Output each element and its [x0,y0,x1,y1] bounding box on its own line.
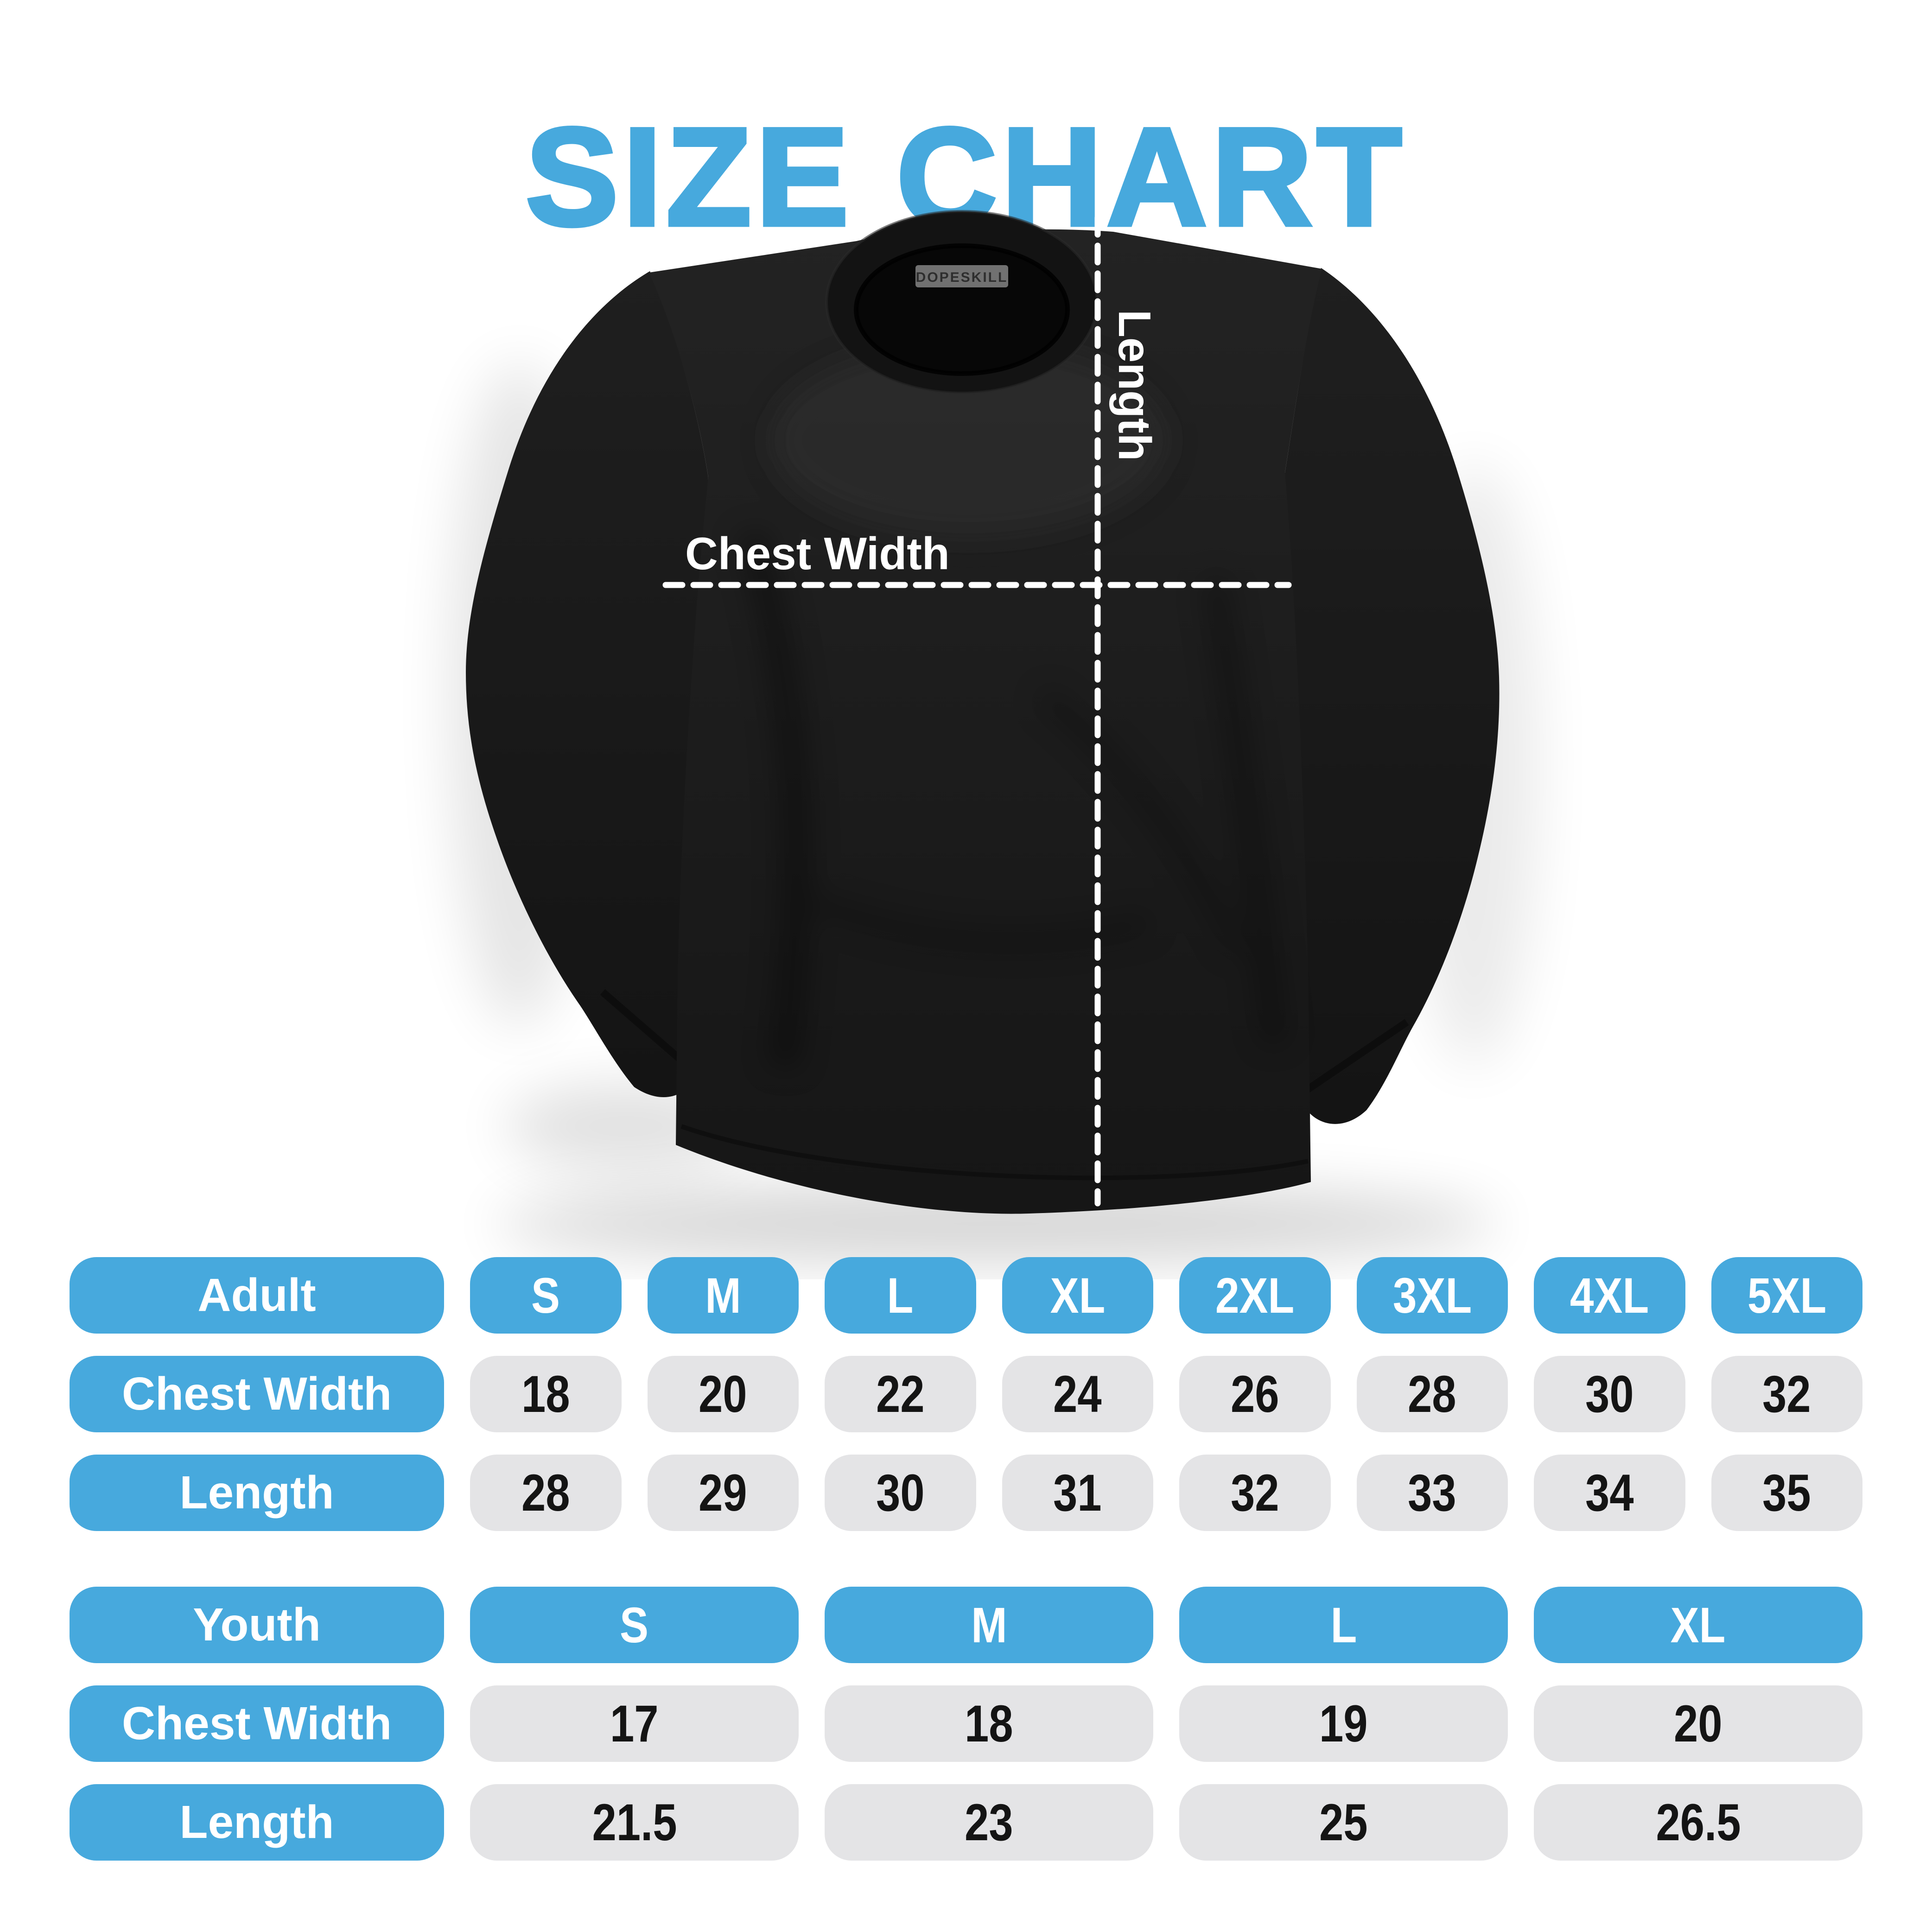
value-cell: 28 [521,1464,570,1522]
shirt-graphic: DOPESKILL Chest Width Length [450,210,1539,1263]
adult-size-table: Adult S M L XL 2XL 3XL 4XL 5XL Chest Wid… [70,1257,1862,1531]
value-cell: 31 [1053,1464,1102,1522]
value-cell: 35 [1762,1464,1811,1522]
adult-length-4xl: 34 [1534,1455,1685,1531]
youth-length-row-label: Length [70,1784,444,1861]
value-cell: 18 [521,1365,570,1423]
youth-length-s: 21.5 [470,1784,799,1861]
youth-chest-width-s: 17 [470,1685,799,1762]
adult-chest-width-l: 22 [825,1356,976,1432]
value-cell: 22 [876,1365,925,1423]
adult-col-s: S [470,1257,622,1334]
value-cell: 20 [699,1365,748,1423]
value-cell: 21.5 [591,1793,677,1851]
collar: DOPESKILL [825,210,1099,394]
youth-length-l: 25 [1179,1784,1508,1861]
adult-chest-width-3xl: 28 [1356,1356,1508,1432]
adult-length-5xl: 35 [1711,1455,1862,1531]
value-cell: 33 [1408,1464,1457,1522]
adult-col-2xl: 2XL [1179,1257,1331,1334]
value-cell: 17 [610,1695,659,1753]
adult-length-3xl: 33 [1356,1455,1508,1531]
adult-length-m: 29 [647,1455,799,1531]
right-cuff-seam [1293,1019,1409,1101]
youth-col-l-label: L [1330,1597,1357,1653]
adult-col-xl-label: XL [1050,1267,1106,1323]
youth-col-m: M [825,1587,1153,1663]
adult-length-s: 28 [470,1455,622,1531]
youth-size-table: Youth S M L XL Chest Width 17 18 19 20 L… [70,1587,1862,1861]
value-cell: 32 [1762,1365,1811,1423]
adult-col-l-label: L [887,1267,914,1323]
youth-chest-width-l: 19 [1179,1685,1508,1762]
value-cell: 28 [1408,1365,1457,1423]
adult-col-m-label: M [705,1267,741,1323]
adult-col-m: M [647,1257,799,1334]
youth-chest-width-row-label: Chest Width [70,1685,444,1762]
youth-length-m: 23 [825,1784,1153,1861]
brand-label-tag [915,265,1008,287]
youth-col-s: S [470,1587,799,1663]
youth-chest-width-xl: 20 [1534,1685,1862,1762]
value-cell: 26.5 [1655,1793,1741,1851]
chest-width-measure-label: Chest Width [685,528,950,579]
adult-row-header: Adult [70,1257,444,1334]
adult-col-xl: XL [1002,1257,1153,1334]
youth-col-xl-label: XL [1671,1597,1726,1653]
adult-chest-width-xl: 24 [1002,1356,1153,1432]
youth-col-xl: XL [1534,1587,1862,1663]
adult-col-3xl: 3XL [1356,1257,1508,1334]
value-cell: 29 [699,1464,748,1522]
adult-chest-width-5xl: 32 [1711,1356,1862,1432]
adult-col-5xl: 5XL [1711,1257,1862,1334]
adult-chest-width-s: 18 [470,1356,622,1432]
youth-chest-width-m: 18 [825,1685,1153,1762]
youth-col-m-label: M [971,1597,1007,1653]
value-cell: 18 [965,1695,1013,1753]
youth-col-s-label: S [620,1597,649,1653]
brand-label: DOPESKILL [916,270,1008,285]
adult-chest-width-2xl: 26 [1179,1356,1331,1432]
value-cell: 34 [1585,1464,1634,1522]
shirt-right-sleeve [1284,268,1500,1124]
shirt-measurement-diagram: DOPESKILL Chest Width Length [450,210,1539,1263]
adult-chest-width-4xl: 30 [1534,1356,1685,1432]
adult-col-4xl-label: 4XL [1570,1267,1649,1323]
value-cell: 25 [1319,1793,1368,1851]
adult-col-3xl-label: 3XL [1392,1267,1472,1323]
adult-length-l: 30 [825,1455,976,1531]
adult-col-s-label: S [531,1267,560,1323]
youth-col-l: L [1179,1587,1508,1663]
value-cell: 32 [1230,1464,1279,1522]
size-tables: Adult S M L XL 2XL 3XL 4XL 5XL Chest Wid… [70,1257,1862,1861]
adult-col-l: L [825,1257,976,1334]
hem-seam [680,1124,1309,1181]
value-cell: 24 [1053,1365,1102,1423]
youth-length-xl: 26.5 [1534,1784,1862,1861]
value-cell: 20 [1674,1695,1722,1753]
value-cell: 19 [1319,1695,1368,1753]
value-cell: 30 [1585,1365,1634,1423]
youth-row-header: Youth [70,1587,444,1663]
adult-length-2xl: 32 [1179,1455,1331,1531]
length-measure-label: Length [1109,310,1160,461]
value-cell: 23 [965,1793,1013,1851]
adult-length-row-label: Length [70,1455,444,1531]
adult-chest-width-m: 20 [647,1356,799,1432]
shirt-left-sleeve [466,271,708,1098]
adult-col-4xl: 4XL [1534,1257,1685,1334]
adult-chest-width-row-label: Chest Width [70,1356,444,1432]
adult-length-xl: 31 [1002,1455,1153,1531]
value-cell: 26 [1230,1365,1279,1423]
adult-col-2xl-label: 2XL [1215,1267,1295,1323]
adult-col-5xl-label: 5XL [1747,1267,1826,1323]
value-cell: 30 [876,1464,925,1522]
fabric-shading [737,343,1286,1068]
